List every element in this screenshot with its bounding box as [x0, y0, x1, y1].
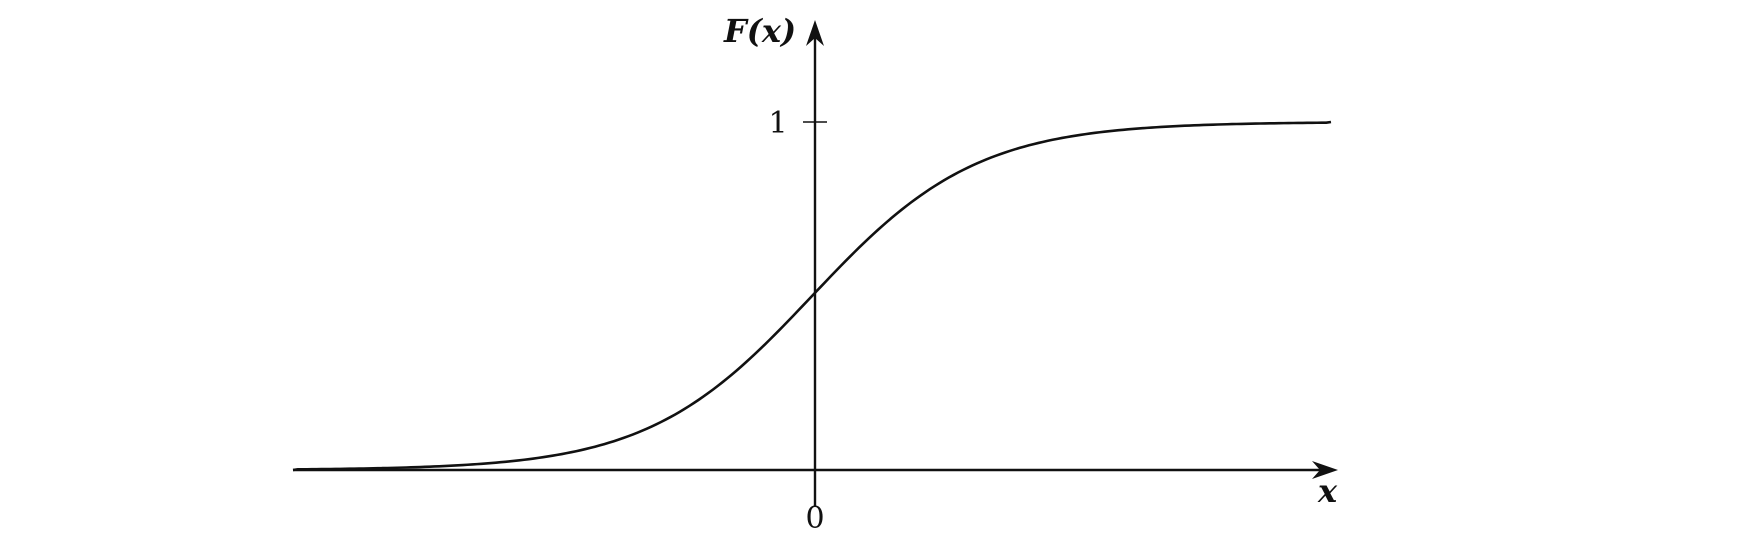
x-axis-arrowhead [1312, 461, 1338, 479]
y-axis-label: F(x) [723, 12, 796, 50]
axes [293, 20, 1338, 506]
x-axis-label: x [1317, 472, 1338, 510]
y-axis-arrowhead [806, 20, 824, 46]
cdf-curve [292, 120, 1332, 472]
x-tick-label-0: 0 [805, 501, 824, 536]
y-tick-label-1: 1 [768, 106, 787, 141]
axis-labels: x F(x) 0 1 [723, 12, 1338, 536]
